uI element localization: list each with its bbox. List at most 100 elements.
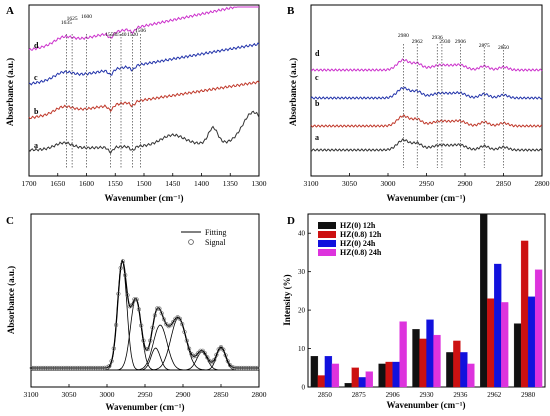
signal-point bbox=[209, 360, 214, 365]
signal-point bbox=[253, 365, 258, 371]
bars-d bbox=[310, 213, 543, 388]
signal-point bbox=[66, 365, 71, 371]
signal-point bbox=[132, 297, 137, 302]
spectrum-b bbox=[28, 80, 260, 120]
signal-point bbox=[155, 306, 160, 311]
x-axis-label-d: Wavenumber (cm⁻¹) bbox=[386, 400, 465, 410]
signal-point bbox=[38, 365, 44, 371]
signal-point bbox=[143, 347, 148, 352]
signal-point bbox=[200, 348, 205, 353]
signal-point bbox=[100, 365, 105, 371]
signal-point bbox=[193, 353, 198, 358]
signal-point bbox=[56, 365, 62, 371]
signal-point bbox=[159, 311, 164, 316]
peak-label: 2980 bbox=[398, 33, 409, 39]
bar bbox=[412, 329, 420, 388]
signal-point bbox=[82, 365, 87, 371]
bar bbox=[392, 361, 400, 388]
x-tick-label: 1700 bbox=[22, 179, 37, 188]
signal-point bbox=[136, 307, 141, 312]
bar bbox=[453, 340, 461, 388]
x-tick-label: 2800 bbox=[252, 390, 267, 399]
signal-point bbox=[241, 365, 246, 371]
curve-letter-d: d bbox=[34, 41, 39, 50]
x-tick-label: 2850 bbox=[214, 390, 229, 399]
bar bbox=[358, 377, 366, 388]
peak-label: 1506 bbox=[135, 28, 146, 34]
signal-point bbox=[88, 365, 94, 371]
y-tick-label: 30 bbox=[298, 268, 306, 276]
bar bbox=[331, 363, 340, 388]
x-tick-label: 1650 bbox=[50, 179, 65, 188]
bar bbox=[310, 356, 319, 388]
bar bbox=[467, 363, 475, 388]
peak-label: 2962 bbox=[412, 39, 423, 45]
curve-letters-b: d c b a bbox=[315, 49, 320, 142]
signal-point bbox=[168, 323, 173, 328]
x-tick-label: 2936 bbox=[453, 391, 468, 399]
bar bbox=[378, 363, 386, 388]
component-curve bbox=[31, 297, 259, 371]
y-axis-label-a: Absorbance (a.u.) bbox=[5, 58, 15, 126]
curve-letter-a: a bbox=[315, 133, 319, 142]
signal-point bbox=[234, 365, 240, 371]
bar bbox=[460, 352, 468, 388]
bar bbox=[480, 213, 488, 388]
signal-point bbox=[237, 365, 242, 371]
legend-swatch bbox=[318, 222, 336, 229]
peak-label: 1558 bbox=[105, 32, 116, 38]
x-tick-label: 2950 bbox=[419, 179, 434, 188]
signal-point bbox=[134, 297, 139, 302]
signal-point bbox=[150, 325, 155, 330]
x-tick-label: 2850 bbox=[318, 391, 333, 399]
curve-letters-a: d c b a bbox=[34, 41, 39, 150]
signal-point bbox=[212, 357, 217, 363]
signal-point bbox=[84, 365, 89, 371]
peak-label: 2936 bbox=[432, 35, 443, 41]
legend-label: HZ(0) 12h bbox=[340, 221, 376, 230]
bar bbox=[324, 356, 333, 388]
spectrum-b bbox=[310, 114, 542, 128]
peak-label: 2850 bbox=[498, 45, 509, 51]
x-ticks-a: 1700 1650 1600 1550 1500 1450 1400 1350 1300 bbox=[22, 173, 267, 188]
curve-letter-a: a bbox=[34, 141, 38, 150]
signal-point bbox=[95, 365, 100, 371]
signal-point bbox=[152, 313, 157, 318]
axes-d: 2850 2875 2906 2930 2936 2962 2980 0 10 20 30 40 bbox=[298, 230, 536, 399]
bar bbox=[433, 334, 441, 388]
x-tick-label: 3050 bbox=[342, 179, 357, 188]
signal-point bbox=[98, 365, 103, 371]
bar bbox=[419, 338, 427, 388]
signal-point bbox=[130, 302, 135, 308]
signal-point bbox=[177, 316, 183, 322]
signal-point bbox=[230, 365, 235, 370]
bar bbox=[426, 319, 434, 388]
x-tick-label: 1450 bbox=[165, 179, 180, 188]
x-tick-label: 2906 bbox=[386, 391, 401, 399]
signal-point bbox=[123, 273, 128, 278]
signal-point bbox=[68, 365, 73, 371]
signal-point bbox=[72, 365, 78, 371]
signal-point bbox=[161, 317, 167, 322]
y-axis-label-d: Intensity (%) bbox=[282, 274, 292, 325]
legend-fitting-label: Fitting bbox=[205, 228, 226, 237]
x-axis-label-b: Wavenumber (cm⁻¹) bbox=[386, 193, 465, 203]
curve-letter-b: b bbox=[315, 99, 320, 108]
fit-components-c bbox=[29, 258, 260, 371]
bar bbox=[527, 296, 536, 388]
signal-point bbox=[93, 365, 98, 371]
curve-letter-c: c bbox=[315, 73, 319, 82]
legend-c: Fitting Signal bbox=[181, 228, 226, 247]
signal-point bbox=[36, 365, 41, 371]
legend-swatch bbox=[318, 240, 336, 247]
signal-point bbox=[214, 352, 219, 358]
signal-point bbox=[218, 345, 224, 350]
spectrum-a bbox=[310, 138, 543, 152]
signal-point bbox=[59, 365, 64, 371]
y-tick-label: 0 bbox=[302, 384, 306, 392]
bar bbox=[399, 321, 407, 388]
peak-label: 2875 bbox=[479, 43, 490, 49]
x-tick-label: 3000 bbox=[381, 179, 396, 188]
